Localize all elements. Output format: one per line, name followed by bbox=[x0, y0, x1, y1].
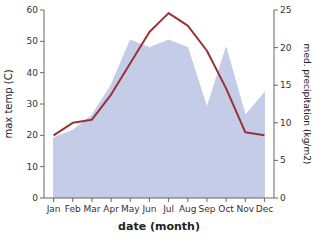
y2-axis bbox=[274, 10, 275, 198]
x-tick-label: Oct bbox=[218, 204, 234, 214]
y2-tick-label: 10 bbox=[280, 118, 292, 128]
x-tick bbox=[111, 198, 112, 202]
y-tick-label: 0 bbox=[32, 193, 38, 203]
x-tick-label: Dec bbox=[256, 204, 273, 214]
y2-tick-label: 25 bbox=[280, 5, 291, 15]
y-tick bbox=[40, 166, 44, 167]
x-axis bbox=[44, 198, 274, 199]
y-tick bbox=[40, 104, 44, 105]
y2-tick bbox=[274, 122, 278, 123]
y-axis-label: max temp (C) bbox=[3, 69, 14, 138]
x-tick bbox=[91, 198, 92, 202]
x-tick bbox=[264, 198, 265, 202]
y-tick-label: 50 bbox=[27, 36, 39, 46]
y-tick-label: 40 bbox=[27, 68, 39, 78]
plot-area bbox=[54, 13, 265, 198]
x-tick bbox=[226, 198, 227, 202]
x-tick bbox=[206, 198, 207, 202]
x-tick bbox=[245, 198, 246, 202]
y-tick bbox=[40, 72, 44, 73]
y2-tick bbox=[274, 85, 278, 86]
x-tick-label: Sep bbox=[198, 204, 215, 214]
y-tick-label: 20 bbox=[27, 130, 39, 140]
y-tick bbox=[40, 10, 44, 11]
x-tick-label: Jan bbox=[46, 204, 61, 214]
y2-tick-label: 20 bbox=[280, 43, 292, 53]
x-tick-label: Feb bbox=[65, 204, 81, 214]
x-tick bbox=[53, 198, 54, 202]
precipitation-area bbox=[54, 40, 265, 198]
y2-tick bbox=[274, 198, 278, 199]
x-tick bbox=[72, 198, 73, 202]
y2-tick-label: 15 bbox=[280, 80, 291, 90]
x-tick bbox=[130, 198, 131, 202]
y-tick bbox=[40, 41, 44, 42]
y2-tick-label: 5 bbox=[280, 155, 286, 165]
y2-tick bbox=[274, 47, 278, 48]
chart: Jan FebMarAprMayJun Jul AugSepOctNovDec 0 10 2… bbox=[0, 0, 318, 247]
x-tick-label: Jun bbox=[141, 204, 156, 214]
y-tick bbox=[40, 198, 44, 199]
x-tick-label: Jul bbox=[162, 204, 174, 214]
x-tick-label: Aug bbox=[179, 204, 197, 214]
y2-tick bbox=[274, 160, 278, 161]
x-tick-label: Apr bbox=[103, 204, 119, 214]
y-tick-label: 30 bbox=[27, 99, 39, 109]
x-tick-label: Mar bbox=[83, 204, 100, 214]
x-tick bbox=[149, 198, 150, 202]
y2-tick bbox=[274, 10, 278, 11]
y-tick bbox=[40, 135, 44, 136]
y2-tick-label: 0 bbox=[280, 193, 286, 203]
x-tick bbox=[168, 198, 169, 202]
y2-axis-label: med. precipitation (kg/m2) bbox=[302, 44, 312, 165]
x-tick-label: Nov bbox=[236, 204, 254, 214]
y-tick-label: 60 bbox=[27, 5, 39, 15]
x-tick-label: May bbox=[121, 204, 140, 214]
x-axis-label: date (month) bbox=[118, 220, 200, 233]
y-tick-label: 10 bbox=[27, 162, 39, 172]
x-tick bbox=[187, 198, 188, 202]
temperature-line bbox=[54, 13, 265, 135]
